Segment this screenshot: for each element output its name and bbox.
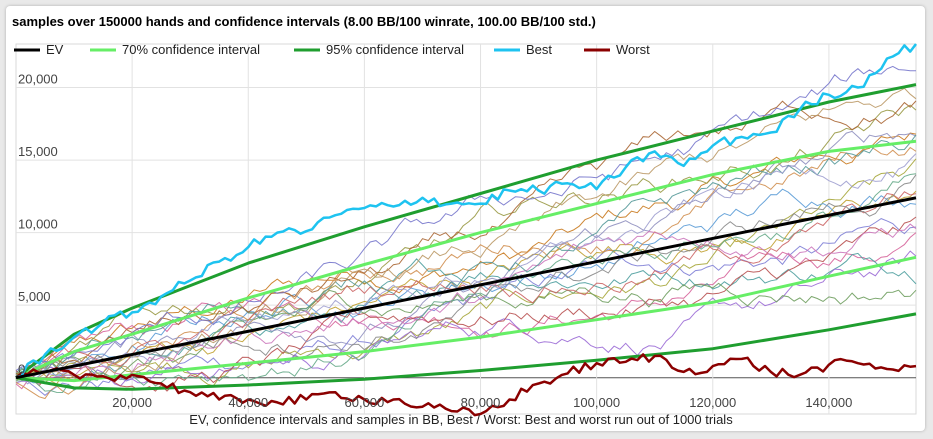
series-line-70-confidence-interval (15, 255, 917, 383)
chart: 0 5,000 10,000 15,000 20,000 20,000 40,000 60,… (12, 14, 917, 427)
plot-area-frame (15, 43, 917, 415)
y-tick-label: 10,000 (18, 217, 58, 232)
sample-line (15, 173, 917, 394)
legend-label: Best (526, 42, 552, 57)
y-tick-label: 0 (18, 362, 25, 377)
legend-label: 70% confidence interval (122, 42, 260, 57)
x-tick-label: 120,000 (689, 395, 736, 410)
sample-line (15, 216, 917, 392)
series-line-ev (15, 196, 917, 380)
chart-card: 0 5,000 10,000 15,000 20,000 20,000 40,000 60,… (6, 6, 925, 431)
sample-line (15, 132, 917, 380)
x-axis-label: EV, confidence intervals and samples in … (189, 412, 733, 427)
x-tick-label: 60,000 (345, 395, 385, 410)
sample-line (15, 282, 917, 379)
x-tick-label: 40,000 (228, 395, 268, 410)
sample-line (15, 104, 917, 381)
legend-label: EV (46, 42, 64, 57)
x-tick-label: 140,000 (805, 395, 852, 410)
legend-label: 95% confidence interval (326, 42, 464, 57)
chart-title: samples over 150000 hands and confidence… (12, 14, 596, 29)
y-tick-label: 15,000 (18, 144, 58, 159)
sample-line (15, 250, 917, 387)
x-tick-label: 100,000 (573, 395, 620, 410)
sample-line (15, 252, 917, 380)
legend: EV 70% confidence interval 95% confidence … (14, 42, 650, 57)
sample-line (15, 232, 917, 390)
series-layer (15, 43, 917, 417)
x-axis: 20,000 40,000 60,000 80,000 100,000 120,000 14… (112, 395, 852, 410)
legend-label: Worst (616, 42, 650, 57)
x-tick-label: 20,000 (112, 395, 152, 410)
series-line-worst (15, 353, 917, 417)
series-line-best (15, 43, 917, 379)
series-line-95-confidence-interval (15, 312, 917, 391)
sample-line (15, 145, 917, 400)
sample-line (15, 223, 917, 385)
sample-line (15, 130, 917, 381)
sample-line (15, 134, 917, 382)
sample-line (15, 153, 917, 385)
series-line-70-confidence-interval (15, 139, 917, 380)
y-tick-label: 5,000 (18, 289, 51, 304)
y-axis: 0 5,000 10,000 15,000 20,000 (18, 72, 58, 377)
sample-line (15, 188, 917, 384)
sample-line (15, 87, 917, 383)
y-tick-label: 20,000 (18, 72, 58, 87)
sample-line (15, 65, 916, 371)
sample-line (15, 218, 917, 396)
sample-line (15, 100, 917, 378)
grid (16, 44, 916, 414)
x-tick-label: 80,000 (461, 395, 501, 410)
sample-line (15, 158, 917, 387)
